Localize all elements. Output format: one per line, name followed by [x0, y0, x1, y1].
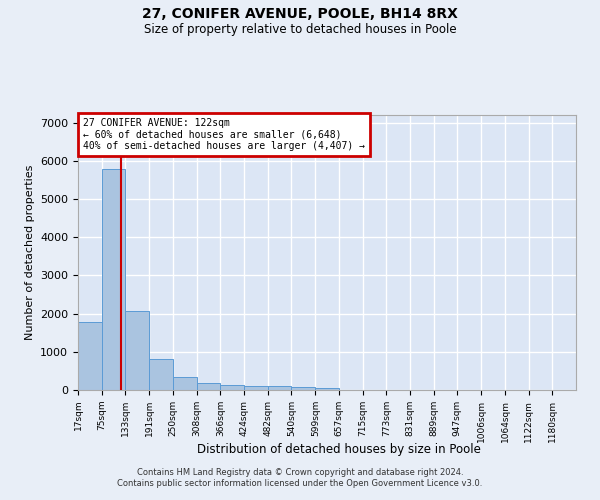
Bar [197, 383, 220, 390]
Bar [220, 386, 244, 390]
Bar [125, 312, 149, 390]
Text: Contains HM Land Registry data © Crown copyright and database right 2024.
Contai: Contains HM Land Registry data © Crown c… [118, 468, 482, 487]
Text: Size of property relative to detached houses in Poole: Size of property relative to detached ho… [143, 22, 457, 36]
Y-axis label: Number of detached properties: Number of detached properties [25, 165, 35, 340]
Text: 27 CONIFER AVENUE: 122sqm
← 60% of detached houses are smaller (6,648)
40% of se: 27 CONIFER AVENUE: 122sqm ← 60% of detac… [83, 118, 365, 151]
Text: 27, CONIFER AVENUE, POOLE, BH14 8RX: 27, CONIFER AVENUE, POOLE, BH14 8RX [142, 8, 458, 22]
Bar [316, 388, 339, 390]
Bar [268, 386, 292, 390]
Bar [101, 169, 125, 390]
Text: Distribution of detached houses by size in Poole: Distribution of detached houses by size … [197, 442, 481, 456]
Bar [78, 322, 101, 390]
Bar [173, 377, 197, 390]
Bar [149, 358, 173, 390]
Bar [292, 387, 315, 390]
Bar [244, 386, 268, 390]
